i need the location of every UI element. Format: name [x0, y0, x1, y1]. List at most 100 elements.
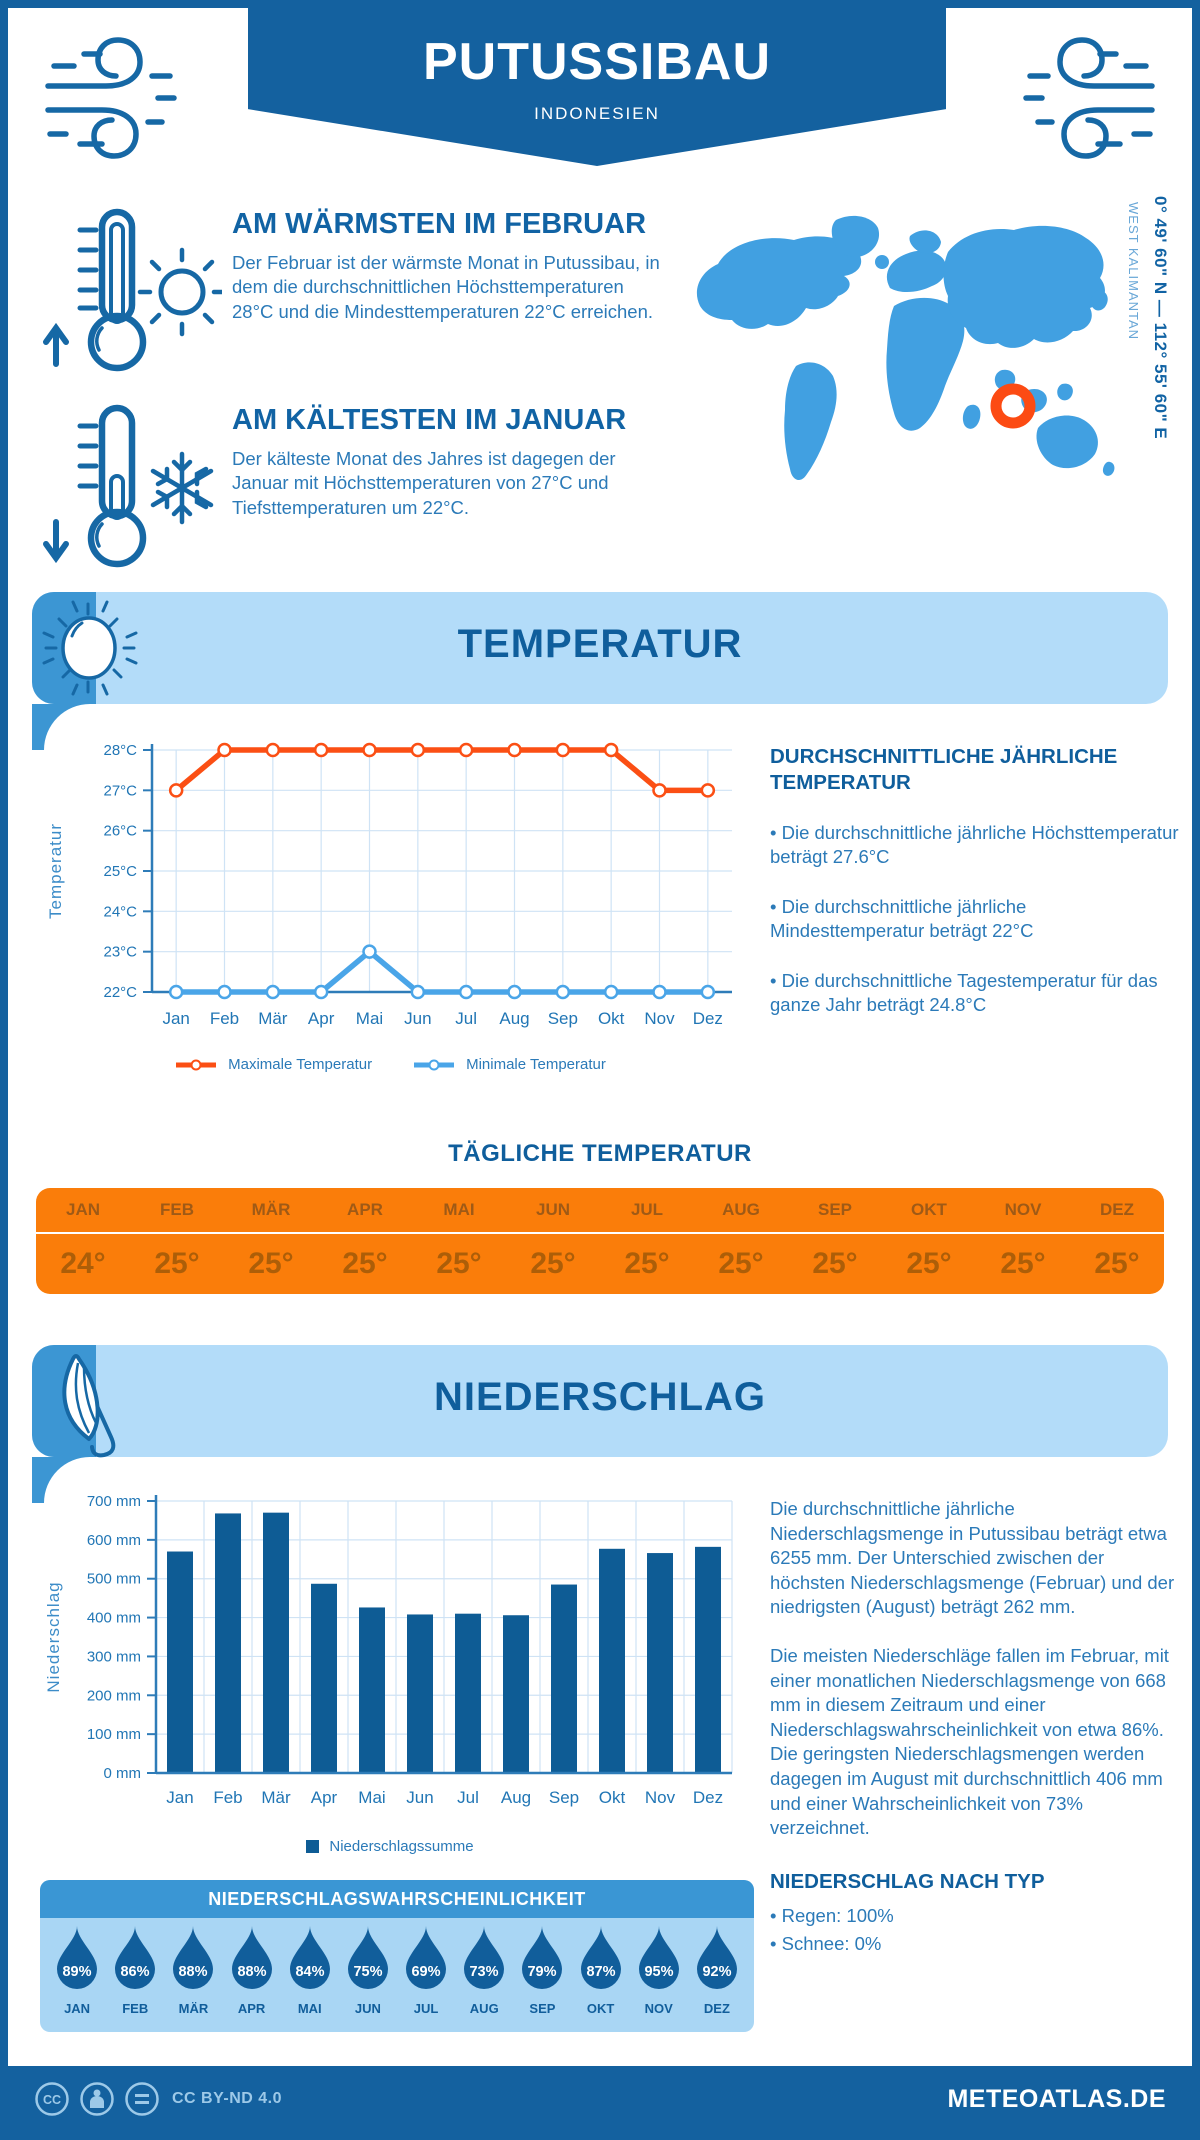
temperature-line-chart: 22°C 23°C 24°C 25°C 26°C 27°C 28°C Jan Feb Mär Apr… [40, 732, 740, 1053]
probability-value: 86% [121, 1964, 150, 1980]
probability-month-label: SEP [529, 2001, 556, 2016]
svg-text:400 mm: 400 mm [87, 1610, 141, 1627]
svg-text:Sep: Sep [549, 1788, 579, 1807]
region-label: WEST KALIMANTAN [1126, 202, 1141, 341]
license-label: CC BY-ND 4.0 [172, 2090, 283, 2107]
banner-wedge [32, 704, 98, 752]
daily-temperature-value: 25° [906, 1247, 952, 1280]
sun-icon [42, 600, 138, 696]
probability-value: 79% [528, 1964, 557, 1980]
title-banner: PUTUSSIBAU INDONESIEN [248, 8, 946, 166]
probability-value: 73% [470, 1964, 499, 1980]
water-drop-icon: 73% [464, 1926, 505, 1989]
legend-label: Minimale Temperatur [466, 1056, 606, 1073]
svg-text:CC: CC [43, 2093, 61, 2107]
svg-text:Jan: Jan [166, 1788, 193, 1807]
svg-text:Jul: Jul [457, 1788, 479, 1807]
fact-heading: AM WÄRMSTEN IM FEBRUAR [232, 208, 647, 240]
probability-drop: 69% JUL [397, 1924, 455, 2016]
probability-drop: 89% JAN [48, 1924, 106, 2016]
probability-month-label: OKT [586, 2001, 615, 2016]
section-title: NIEDERSCHLAG [433, 1375, 767, 1419]
page-subtitle: INDONESIEN [534, 104, 660, 123]
svg-text:Feb: Feb [210, 1009, 239, 1028]
probability-value: 84% [295, 1964, 324, 1980]
probability-value: 92% [702, 1964, 731, 1980]
svg-text:500 mm: 500 mm [87, 1571, 141, 1588]
probability-value: 88% [237, 1964, 266, 1980]
probability-value: 95% [644, 1964, 673, 1980]
precipitation-bar-chart: 0 mm 100 mm 200 mm 300 mm 400 mm 500 mm 600 mm… [40, 1485, 740, 1824]
daily-month-label: FEB [160, 1200, 194, 1219]
probability-drop: 75% JUN [339, 1924, 397, 2016]
probability-drop: 87% OKT [572, 1924, 630, 2016]
probability-title: NIEDERSCHLAGSWAHRSCHEINLICHKEIT [40, 1880, 754, 1918]
daily-month-label: APR [347, 1200, 383, 1219]
svg-text:100 mm: 100 mm [87, 1726, 141, 1743]
fact-text: Der Februar ist der wärmste Monat in Put… [232, 252, 660, 322]
daily-values-row: 24° 25° 25° 25° 25° 25° 25° 25° 25° 25° 25° 25° [36, 1234, 1164, 1294]
temperature-chart-legend: Maximale Temperatur Minimale Temperatur [40, 1056, 740, 1073]
legend-item: Niederschlagssumme [306, 1838, 474, 1855]
daily-month-label: SEP [817, 1200, 853, 1219]
water-drop-icon: 87% [580, 1926, 621, 1989]
svg-text:Temperatur: Temperatur [46, 823, 65, 919]
probability-drop: 84% MAI [281, 1924, 339, 2016]
water-drop-icon: 92% [696, 1926, 737, 1989]
section-title: TEMPERATUR [457, 622, 743, 666]
daily-temperature-value: 25° [1000, 1247, 1046, 1280]
daily-temperature-value: 25° [342, 1247, 388, 1280]
probability-month-label: MÄR [178, 2001, 209, 2016]
brand-label: METEOATLAS.DE [947, 2084, 1166, 2113]
svg-text:Mär: Mär [258, 1009, 288, 1028]
svg-text:22°C: 22°C [103, 984, 137, 1001]
svg-text:600 mm: 600 mm [87, 1532, 141, 1549]
precipitation-section-banner: NIEDERSCHLAG [32, 1345, 1168, 1458]
probability-month-label: FEB [122, 2001, 149, 2016]
probability-drop: 88% MÄR [164, 1924, 222, 2016]
svg-text:200 mm: 200 mm [87, 1687, 141, 1704]
water-drop-icon: 88% [231, 1926, 272, 1989]
annual-temperature-bullets: • Die durchschnittliche jährliche Höchst… [770, 821, 1184, 1017]
legend-line-sample [414, 1059, 455, 1070]
daily-month-label: NOV [1004, 1200, 1042, 1219]
probability-value: 69% [412, 1964, 441, 1980]
umbrella-icon [62, 1354, 116, 1458]
svg-text:24°C: 24°C [103, 903, 137, 920]
legend-line-sample [176, 1059, 217, 1070]
daily-temperature-value: 25° [530, 1247, 576, 1280]
precipitation-paragraph: Die durchschnittliche jährliche Niedersc… [770, 1498, 1175, 1618]
thermometer-cold-icon [43, 404, 214, 568]
legend-square-sample [306, 1840, 320, 1853]
fact-text-block: AM KÄLTESTEN IM JANUAR Der kälteste Mona… [232, 400, 662, 568]
probability-drops-row: 89% JAN 86% FEB 88% MÄR 88% APR 84% MAI … [40, 1918, 754, 2016]
precipitation-paragraph: Die meisten Niederschläge fallen im Febr… [770, 1644, 1169, 1839]
probability-value: 88% [179, 1964, 208, 1980]
svg-text:Nov: Nov [645, 1788, 676, 1807]
probability-month-label: MAI [297, 2001, 322, 2016]
probability-drop: 79% SEP [513, 1924, 571, 2016]
daily-temperature-value: 25° [624, 1247, 670, 1280]
annual-temperature-bullet: • Die durchschnittliche jährliche Höchst… [770, 822, 1179, 868]
svg-text:700 mm: 700 mm [87, 1493, 141, 1510]
svg-text:Aug: Aug [499, 1009, 529, 1028]
svg-text:28°C: 28°C [103, 742, 137, 759]
probability-drop: 92% DEZ [688, 1924, 746, 2016]
precipitation-probability-panel: NIEDERSCHLAGSWAHRSCHEINLICHKEIT 89% JAN … [40, 1880, 754, 2032]
wind-icon [45, 37, 177, 159]
probability-month-label: APR [237, 2001, 266, 2016]
svg-text:Mai: Mai [358, 1788, 385, 1807]
legend-label: Maximale Temperatur [228, 1056, 373, 1073]
daily-month-label: JUN [535, 1200, 570, 1219]
water-drop-icon: 88% [173, 1926, 214, 1989]
precipitation-type-bullets: • Regen: 100% • Schnee: 0% [770, 1902, 1184, 1958]
probability-drop: 73% AUG [455, 1924, 513, 2016]
annual-temperature-column: DURCHSCHNITTLICHE JÄHRLICHE TEMPERATUR •… [770, 744, 1184, 1018]
svg-text:Apr: Apr [311, 1788, 338, 1807]
water-drop-icon: 95% [638, 1926, 679, 1989]
daily-temperature-value: 25° [718, 1247, 764, 1280]
thermometer-warm-icon [43, 208, 222, 372]
svg-text:Nov: Nov [644, 1009, 675, 1028]
precipitation-paragraphs: Die durchschnittliche jährliche Niedersc… [770, 1497, 1184, 1841]
wind-icon [1023, 37, 1155, 159]
